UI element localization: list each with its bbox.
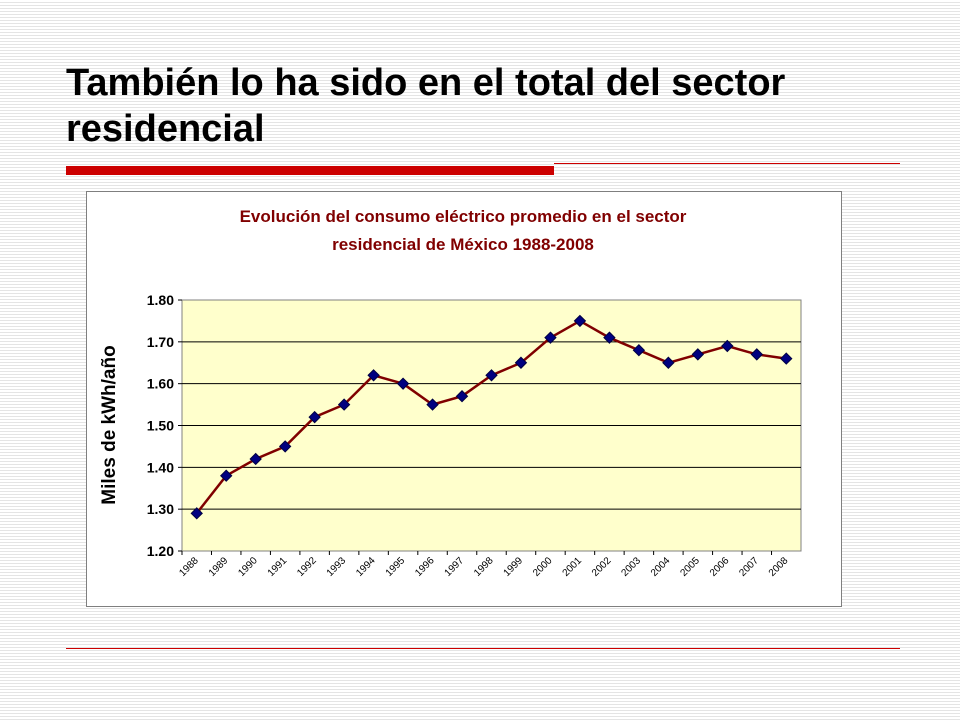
- x-tick-label: 1995: [384, 555, 408, 579]
- x-tick-label: 1988: [177, 555, 201, 579]
- data-point-1989: [220, 469, 233, 482]
- chart-frame: Evolución del consumo eléctrico promedio…: [86, 191, 842, 607]
- y-tick-label: 1.40: [147, 459, 174, 475]
- y-tick-label: 1.30: [147, 501, 174, 517]
- x-tick-label: 2002: [590, 555, 614, 579]
- x-tick-label: 2008: [767, 555, 791, 579]
- title-underline-thick: [66, 166, 554, 175]
- data-point-1991: [278, 440, 292, 453]
- data-point-1990: [249, 452, 262, 466]
- data-point-2002: [603, 331, 616, 344]
- data-point-1998: [485, 369, 498, 382]
- x-tick-label: 2007: [737, 555, 761, 579]
- x-tick-label: 1996: [413, 555, 437, 579]
- title-underline-thin: [554, 163, 900, 164]
- x-tick-label: 1999: [502, 555, 526, 579]
- x-tick-label: 1990: [236, 555, 260, 579]
- x-tick-label: 1992: [295, 555, 319, 579]
- x-tick-label: 2003: [619, 555, 643, 579]
- chart-title-line-1: Evolución del consumo eléctrico promedio…: [240, 207, 687, 226]
- chart-title-line-2: residencial de México 1988-2008: [332, 235, 594, 254]
- x-tick-label: 1994: [354, 555, 378, 579]
- data-point-1996: [426, 398, 439, 411]
- footer-rule: [66, 648, 900, 649]
- y-tick-label: 1.20: [147, 543, 174, 559]
- data-point-1999: [514, 356, 528, 369]
- data-point-2004: [662, 356, 675, 369]
- data-point-2008: [780, 352, 793, 365]
- data-point-1993: [337, 398, 351, 411]
- x-tick-label: 1998: [472, 555, 496, 579]
- x-tick-label: 2005: [678, 555, 702, 579]
- y-tick-label: 1.60: [147, 376, 174, 392]
- x-tick-label: 1991: [266, 555, 290, 579]
- data-point-2001: [573, 314, 587, 328]
- y-tick-label: 1.80: [147, 292, 174, 308]
- data-point-2000: [544, 331, 557, 344]
- y-axis-label: Miles de kWh/año: [99, 345, 120, 504]
- y-tick-label: 1.70: [147, 334, 174, 350]
- data-point-1995: [396, 377, 410, 390]
- data-point-1994: [367, 369, 380, 382]
- x-tick-label: 2001: [561, 555, 585, 579]
- data-point-1992: [308, 410, 321, 424]
- x-tick-label: 1993: [325, 555, 349, 579]
- data-point-2007: [750, 348, 763, 361]
- data-point-2003: [632, 343, 646, 357]
- consumption-line-chart: Evolución del consumo eléctrico promedio…: [99, 207, 802, 579]
- data-point-1988: [190, 507, 203, 520]
- data-point-2005: [691, 348, 705, 361]
- data-point-1997: [455, 390, 469, 403]
- x-tick-label: 1997: [443, 555, 467, 579]
- x-tick-label: 2004: [649, 555, 673, 579]
- data-point-2006: [721, 339, 734, 353]
- y-tick-label: 1.50: [147, 418, 174, 434]
- slide-title: También lo ha sido en el total del secto…: [66, 62, 786, 150]
- x-tick-label: 2006: [708, 555, 732, 579]
- x-tick-label: 2000: [531, 555, 555, 579]
- x-tick-label: 1989: [207, 555, 231, 579]
